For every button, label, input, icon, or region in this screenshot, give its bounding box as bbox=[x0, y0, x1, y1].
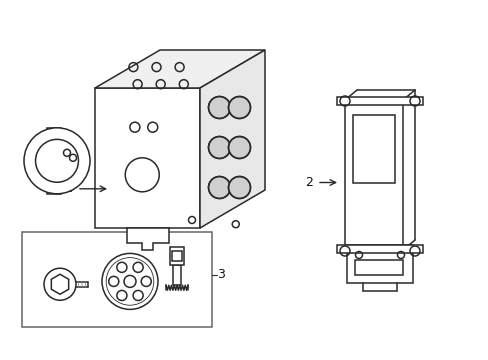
Text: 1: 1 bbox=[65, 182, 73, 195]
Polygon shape bbox=[95, 50, 264, 88]
Bar bbox=[47, 128, 61, 194]
Circle shape bbox=[208, 176, 230, 198]
Circle shape bbox=[24, 128, 90, 194]
Circle shape bbox=[208, 96, 230, 118]
Polygon shape bbox=[126, 228, 168, 250]
Bar bbox=[173, 265, 181, 285]
Bar bbox=[346, 245, 412, 283]
Text: 2: 2 bbox=[305, 176, 312, 189]
Text: 3: 3 bbox=[217, 268, 224, 281]
Polygon shape bbox=[51, 274, 68, 294]
Bar bbox=[22, 232, 212, 327]
Circle shape bbox=[102, 253, 158, 309]
Circle shape bbox=[228, 176, 250, 198]
Bar bbox=[172, 251, 182, 261]
Circle shape bbox=[228, 96, 250, 118]
Bar bbox=[95, 88, 200, 228]
Polygon shape bbox=[200, 50, 264, 228]
Bar bbox=[336, 97, 422, 105]
Circle shape bbox=[44, 268, 76, 300]
Circle shape bbox=[228, 136, 250, 158]
Bar bbox=[170, 247, 183, 265]
Bar bbox=[336, 245, 422, 253]
Bar bbox=[354, 260, 402, 275]
Bar bbox=[352, 115, 394, 183]
Bar bbox=[345, 100, 402, 250]
Circle shape bbox=[208, 136, 230, 158]
